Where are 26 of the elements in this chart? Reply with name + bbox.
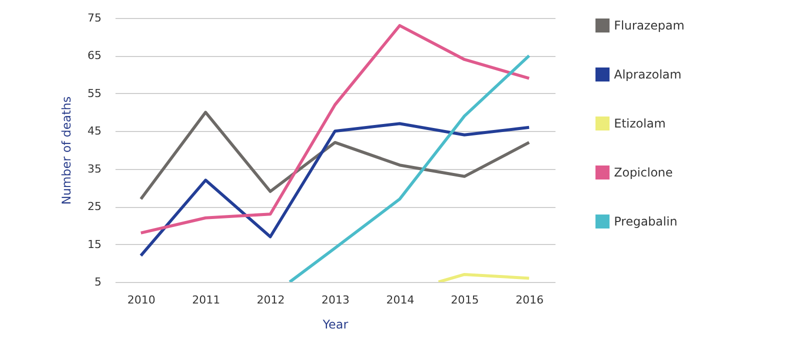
line-series — [139, 24, 531, 234]
y-tick-label: 35 — [88, 162, 102, 176]
x-tick-label: 2011 — [192, 294, 220, 306]
x-tick-label: 2012 — [256, 294, 285, 306]
x-tick-label: 2010 — [127, 294, 156, 306]
legend-label: Etizolam — [614, 116, 666, 130]
y-tick-label: 25 — [88, 200, 102, 214]
line-series — [139, 110, 531, 201]
x-tick-label: 2013 — [322, 294, 350, 306]
x-tick-label: 2015 — [450, 294, 479, 306]
x-axis-title: Year — [322, 318, 348, 332]
y-tick-label: 55 — [88, 86, 102, 100]
line-series — [139, 122, 531, 258]
x-tick-label: 2014 — [386, 294, 414, 306]
legend-label: Pregabalin — [614, 214, 678, 228]
legend-label: Zopiclone — [614, 166, 673, 180]
y-tick-label: 5 — [94, 276, 102, 288]
y-tick-label: 15 — [88, 238, 102, 251]
line-series — [288, 54, 531, 282]
legend-label: Alprazolam — [614, 68, 682, 82]
y-tick-label: 45 — [88, 124, 102, 138]
y-tick-label: 65 — [88, 49, 102, 62]
legend-label: Flurazepam — [614, 18, 684, 32]
y-tick-label: 75 — [88, 12, 102, 24]
y-axis-title: Number of deaths — [60, 96, 74, 205]
x-tick-label: 2016 — [516, 294, 544, 306]
